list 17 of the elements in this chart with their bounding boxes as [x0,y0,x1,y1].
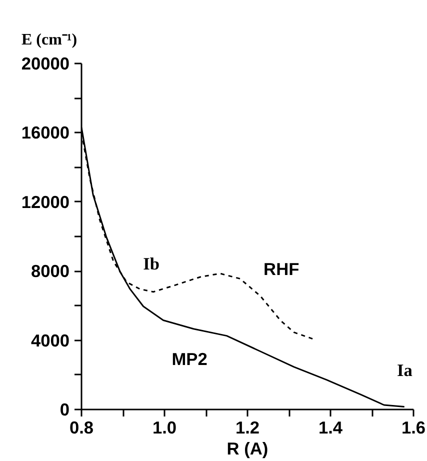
y-axis-title: E (cm⁻¹) [22,32,78,48]
annotation: Ia [396,361,413,380]
x-tick-label: 1.6 [401,418,426,438]
series-label: RHF [264,259,300,280]
series-label: MP2 [172,348,208,369]
y-tick-label: 8000 [30,261,70,282]
y-tick-label: 4000 [30,330,70,350]
y-tick-label: 20000 [21,54,70,74]
x-tick-label: 0.8 [69,418,94,438]
x-tick-label: 1.2 [235,418,260,438]
y-tick-label: 0 [60,400,70,420]
x-tick-label: 1.4 [318,418,343,438]
y-tick-label: 12000 [21,192,70,212]
y-tick-label: 16000 [21,122,70,143]
annotation: Ib [143,254,160,274]
x-axis-title: R (A) [226,438,268,458]
x-tick-label: 1.0 [152,418,177,438]
